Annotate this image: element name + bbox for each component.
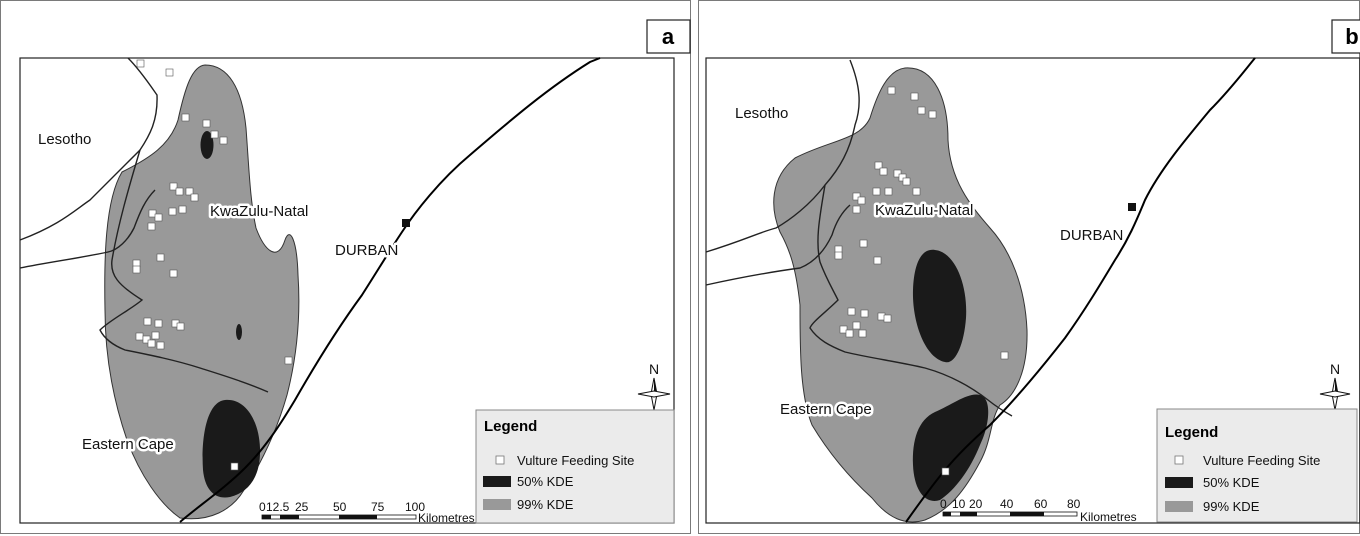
panel-b-legend: Legend Vulture Feeding Site 50% KDE 99% … bbox=[1156, 408, 1358, 523]
panel-a-kde50-south bbox=[202, 399, 261, 498]
panel-b-kde50-south bbox=[912, 394, 989, 501]
panel-b-scale-tick-5: 80 bbox=[1067, 497, 1081, 511]
panel-b-border-lesotho-south bbox=[705, 204, 851, 286]
panel-a-scale-tick-2: 25 bbox=[295, 500, 309, 514]
panel-b-legend-title: Legend bbox=[1165, 424, 1218, 441]
panel-a-map-frame bbox=[19, 57, 675, 524]
panel-b: Lesotho KwaZulu-Natal DURBAN Eastern Cap… bbox=[705, 19, 1360, 524]
panel-a-label-lesotho: Lesotho bbox=[38, 131, 91, 148]
panel-b-label-durban: DURBAN bbox=[1060, 227, 1123, 244]
panel-b-kde99-region bbox=[773, 67, 1028, 523]
panel-a-north-label: N bbox=[649, 361, 659, 377]
panel-a-border-lesotho-south bbox=[19, 189, 156, 269]
panel-b-scale-tick-1: 10 bbox=[952, 497, 966, 511]
panel-a-scale-tick-5: 100 bbox=[405, 500, 425, 514]
panel-a-kde50-north bbox=[200, 131, 214, 159]
panel-a-legend-feeding-label: Vulture Feeding Site bbox=[517, 453, 634, 468]
panel-a-coastline bbox=[179, 57, 601, 523]
panel-a-label-eastern-cape: Eastern Cape bbox=[82, 436, 174, 453]
panel-a-durban-marker bbox=[402, 219, 410, 227]
panel-b-scale-tick-2: 20 bbox=[969, 497, 983, 511]
panel-b-scale-tick-4: 60 bbox=[1034, 497, 1048, 511]
panel-b-coastline bbox=[905, 57, 1256, 523]
panel-b-north-arrow-icon: N bbox=[1319, 361, 1351, 411]
panel-a-kde50-centre bbox=[236, 324, 242, 340]
panel-b-durban-marker bbox=[1128, 203, 1136, 211]
panel-a-legend-feeding-swatch bbox=[495, 455, 505, 465]
panel-a-legend-kde99-swatch bbox=[483, 499, 511, 510]
panel-a-legend: Legend Vulture Feeding Site 50% KDE 99% … bbox=[475, 409, 675, 524]
panel-b-scale-tick-3: 40 bbox=[1000, 497, 1014, 511]
panel-b-label-kzn: KwaZulu-Natal bbox=[875, 202, 973, 219]
panel-a: Lesotho KwaZulu-Natal DURBAN Eastern Cap… bbox=[19, 19, 691, 525]
panel-a-legend-kde50-label: 50% KDE bbox=[517, 474, 574, 489]
panel-a-label-kzn: KwaZulu-Natal bbox=[210, 203, 308, 220]
panel-b-scale-bar: 0 10 20 40 60 80 Kilometres bbox=[940, 497, 1137, 524]
panel-a-scale-tick-3: 50 bbox=[333, 500, 347, 514]
panel-b-label-eastern-cape: Eastern Cape bbox=[780, 401, 872, 418]
panel-b-feeding-sites bbox=[834, 86, 1009, 476]
panel-b-scale-unit: Kilometres bbox=[1080, 510, 1137, 524]
panel-b-scale-tick-0: 0 bbox=[940, 497, 947, 511]
panel-a-legend-title: Legend bbox=[484, 418, 537, 435]
panel-b-letter: b bbox=[1345, 24, 1358, 49]
panel-b-map-frame bbox=[705, 57, 1360, 524]
panel-b-legend-feeding-label: Vulture Feeding Site bbox=[1203, 453, 1320, 468]
panel-a-scale-unit: Kilometres bbox=[418, 511, 475, 525]
panel-a-letter-box bbox=[646, 19, 691, 54]
panel-a-legend-kde99-label: 99% KDE bbox=[517, 497, 574, 512]
panel-a-north-arrow-icon: N bbox=[637, 361, 671, 411]
panel-b-label-lesotho: Lesotho bbox=[735, 105, 788, 122]
panel-b-legend-kde99-label: 99% KDE bbox=[1203, 499, 1260, 514]
panel-a-scale-tick-0: 0 bbox=[259, 500, 266, 514]
panel-a-letter: a bbox=[662, 24, 675, 49]
panel-b-letter-box bbox=[1331, 19, 1360, 54]
panel-b-north-label: N bbox=[1330, 361, 1340, 377]
panel-a-border-provincial bbox=[99, 149, 269, 393]
panel-a-border-lesotho-north bbox=[19, 57, 158, 241]
panel-a-scale-bar: 0 12.5 25 50 75 100 Kilometres bbox=[259, 500, 475, 525]
panel-b-legend-feeding-swatch bbox=[1174, 455, 1184, 465]
panel-a-scale-tick-1: 12.5 bbox=[266, 500, 290, 514]
panel-b-legend-kde50-label: 50% KDE bbox=[1203, 475, 1260, 490]
panel-a-label-durban: DURBAN bbox=[335, 242, 398, 259]
panel-a-legend-kde50-swatch bbox=[483, 476, 511, 487]
panel-b-border-provincial bbox=[809, 184, 1013, 417]
panel-b-legend-kde50-swatch bbox=[1165, 477, 1193, 488]
panel-b-legend-kde99-swatch bbox=[1165, 501, 1193, 512]
panel-a-feeding-sites bbox=[132, 59, 293, 471]
panel-a-scale-tick-4: 75 bbox=[371, 500, 385, 514]
panel-b-kde50-centre bbox=[912, 249, 967, 363]
